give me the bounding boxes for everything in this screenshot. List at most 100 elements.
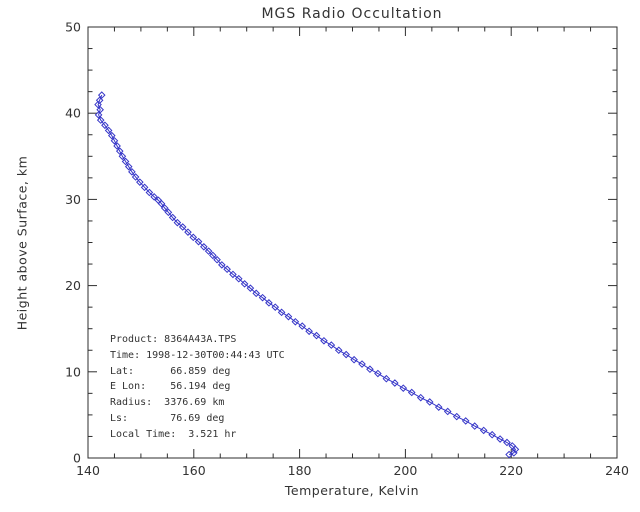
diamond-marker	[342, 350, 350, 359]
diamond-marker	[461, 417, 470, 425]
y-tick-label: 30	[65, 192, 81, 207]
diamond-marker	[334, 346, 343, 355]
diamond-marker	[136, 178, 144, 186]
diamond-marker	[366, 365, 374, 374]
diamond-marker	[189, 233, 198, 242]
diamond-marker	[496, 435, 504, 443]
diamond-marker	[229, 270, 237, 279]
diamond-marker	[140, 183, 149, 192]
diamond-marker	[128, 168, 136, 176]
diamond-marker	[505, 450, 513, 459]
y-axis-label: Height above Surface, km	[14, 155, 30, 331]
annotation-line-lat: Lat: 66.859 deg	[110, 365, 231, 377]
axes-box	[87, 26, 618, 459]
x-tick-label: 200	[393, 463, 417, 478]
chart-title: MGS Radio Occultation	[261, 6, 443, 22]
annotation-block: Product: 8364A43A.TPS Time: 1998-12-30T0…	[110, 332, 285, 443]
diamond-marker	[173, 218, 182, 227]
diamond-marker	[178, 223, 187, 231]
diamond-marker	[101, 121, 109, 130]
diamond-marker	[124, 162, 133, 171]
profile-line	[97, 94, 516, 456]
diamond-marker	[425, 398, 434, 406]
diamond-marker	[258, 293, 267, 302]
x-axis-label: Temperature, Kelvin	[284, 483, 420, 498]
diamond-marker	[277, 308, 286, 317]
diamond-marker	[416, 393, 425, 402]
diamond-marker	[382, 374, 391, 383]
diamond-marker	[391, 379, 399, 387]
x-tick-label: 140	[76, 463, 100, 478]
x-tick-label: 160	[182, 463, 206, 478]
annotation-line-ls: Ls: 76.69 deg	[110, 412, 225, 424]
diamond-marker	[94, 100, 102, 109]
x-tick-label: 220	[499, 463, 523, 478]
annotation-line-product: Product: 8364A43A.TPS	[110, 334, 237, 345]
diamond-marker	[443, 407, 452, 416]
diamond-marker	[246, 284, 255, 292]
diamond-marker	[312, 331, 321, 340]
diamond-marker	[298, 322, 307, 330]
diamond-marker	[265, 299, 273, 307]
diamond-marker	[488, 430, 496, 439]
y-tick-label: 40	[65, 106, 81, 121]
diamond-marker	[200, 243, 208, 251]
diamond-marker	[407, 388, 416, 397]
diamond-marker	[157, 199, 166, 208]
diamond-marker	[271, 303, 280, 311]
diamond-marker	[305, 327, 313, 336]
diamond-marker	[118, 152, 127, 161]
diamond-marker	[223, 265, 231, 274]
diamond-marker	[399, 384, 408, 392]
diamond-marker	[160, 204, 169, 212]
diamond-marker	[327, 341, 336, 349]
diamond-marker	[350, 355, 358, 364]
y-tick-label: 0	[73, 451, 81, 466]
diamond-marker	[164, 208, 173, 217]
diamond-marker	[121, 157, 130, 166]
diamond-marker	[470, 422, 479, 430]
diamond-marker	[184, 228, 192, 236]
diamond-marker	[107, 131, 116, 140]
diamond-marker	[131, 173, 140, 181]
diamond-marker	[320, 336, 328, 345]
diamond-marker	[284, 312, 293, 321]
diamond-marker	[452, 412, 461, 421]
diamond-marker	[218, 261, 226, 269]
y-tick-label: 20	[65, 278, 81, 293]
diamond-marker	[104, 126, 113, 135]
diamond-marker	[150, 193, 158, 201]
annotation-line-time: Time: 1998-12-30T00:44:43 UTC	[110, 349, 285, 361]
diamond-marker	[234, 274, 243, 283]
diamond-marker	[434, 403, 443, 411]
diamond-marker	[291, 317, 300, 326]
diamond-marker	[358, 360, 366, 368]
diamond-marker	[115, 147, 124, 155]
y-tick-label: 10	[65, 364, 81, 379]
x-tick-label: 240	[605, 463, 629, 478]
diamond-marker	[213, 255, 221, 264]
diamond-marker	[204, 247, 213, 255]
annotation-line-elon: E Lon: 56.194 deg	[110, 381, 231, 393]
diamond-marker	[374, 369, 382, 378]
diamond-marker	[96, 116, 105, 124]
annotation-line-localtime: Local Time: 3.521 hr	[110, 428, 237, 440]
annotation-line-radius: Radius: 3376.69 km	[110, 397, 225, 409]
x-tick-label: 180	[288, 463, 312, 478]
diamond-marker	[510, 449, 518, 457]
y-tick-label: 50	[65, 20, 81, 35]
diamond-marker	[113, 142, 121, 150]
diamond-marker	[240, 280, 249, 288]
diamond-marker	[97, 91, 106, 99]
diamond-marker	[110, 136, 119, 145]
diamond-marker	[194, 237, 203, 246]
diamond-marker	[168, 213, 177, 222]
diamond-marker	[145, 188, 154, 197]
diamond-marker	[209, 251, 217, 260]
diamond-marker	[503, 438, 511, 447]
diamond-marker	[479, 426, 488, 435]
diamond-marker	[252, 289, 261, 298]
diamond-marker	[511, 445, 520, 454]
